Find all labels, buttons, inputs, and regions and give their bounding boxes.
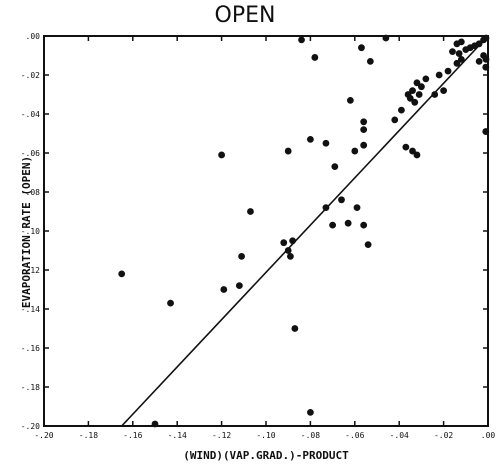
y-tick-label: -.20 xyxy=(21,422,40,431)
x-tick-label: -.20 xyxy=(34,431,53,440)
data-point xyxy=(167,299,174,307)
data-point xyxy=(480,36,487,44)
chart-title: OPEN xyxy=(215,3,276,28)
x-tick-label: -.14 xyxy=(168,431,187,440)
data-point xyxy=(360,126,368,133)
y-tick-label: -.02 xyxy=(21,71,40,80)
data-point xyxy=(444,67,452,75)
data-point xyxy=(360,118,368,126)
data-point xyxy=(453,59,461,67)
data-point xyxy=(402,143,410,151)
data-point xyxy=(360,221,368,229)
x-axis-label: (WIND)(VAP.GRAD.)-PRODUCT xyxy=(183,449,349,462)
data-point xyxy=(289,237,297,245)
x-tick-label: -.10 xyxy=(256,431,275,440)
x-tick-label: -.08 xyxy=(301,431,320,440)
data-point xyxy=(398,106,405,114)
x-tick-label: .00 xyxy=(481,431,496,440)
data-point xyxy=(382,34,390,42)
y-tick-label: .00 xyxy=(26,32,41,41)
y-tick-label: -.12 xyxy=(21,266,40,275)
y-tick-label: -.10 xyxy=(21,227,40,236)
data-point xyxy=(322,139,330,147)
data-point xyxy=(482,63,490,71)
x-tick-label: -.06 xyxy=(345,431,364,440)
data-point xyxy=(406,95,414,102)
data-point xyxy=(247,208,254,215)
data-point xyxy=(413,79,421,87)
x-tick-label: -.02 xyxy=(434,431,453,440)
regression-line xyxy=(121,35,489,427)
data-point xyxy=(415,91,423,98)
data-point xyxy=(118,270,126,278)
data-point xyxy=(151,420,159,428)
data-point xyxy=(360,141,368,149)
data-point xyxy=(391,116,399,124)
data-point xyxy=(482,56,490,63)
data-point xyxy=(449,48,456,55)
data-point xyxy=(409,87,416,94)
data-point xyxy=(411,98,419,106)
data-point xyxy=(307,135,314,143)
data-point xyxy=(298,36,305,44)
data-point xyxy=(220,286,228,293)
data-point xyxy=(366,57,374,65)
data-point xyxy=(329,221,336,229)
y-tick-label: -.08 xyxy=(21,188,40,197)
data-point xyxy=(457,56,465,63)
data-points xyxy=(118,34,490,428)
data-point xyxy=(322,204,330,212)
y-axis: .00 -.02 -.04 -.06 -.08 -.10 -.12 -.14 -.16 -.18 -… xyxy=(21,32,488,431)
data-point xyxy=(287,252,294,260)
data-point xyxy=(453,40,461,48)
data-point xyxy=(344,219,352,227)
data-point xyxy=(280,239,288,247)
data-point xyxy=(422,75,430,83)
y-tick-label: -.06 xyxy=(21,149,40,158)
y-tick-label: -.16 xyxy=(21,344,40,353)
data-point xyxy=(475,57,483,65)
data-point xyxy=(364,241,372,249)
data-point xyxy=(311,54,319,61)
data-point xyxy=(455,50,463,57)
x-tick-label: -.18 xyxy=(79,431,98,440)
data-point xyxy=(284,147,292,155)
data-point xyxy=(358,44,365,52)
data-point xyxy=(462,46,470,54)
data-point xyxy=(440,87,447,94)
data-point xyxy=(284,247,292,254)
data-point xyxy=(338,196,345,204)
data-point xyxy=(413,151,421,159)
data-point xyxy=(431,91,439,98)
y-axis-label: EVAPORATION RATE (OPEN) xyxy=(20,156,33,308)
x-tick-label: -.12 xyxy=(212,431,231,440)
data-point xyxy=(235,282,243,289)
data-point xyxy=(238,252,245,260)
data-point xyxy=(331,163,339,171)
data-point xyxy=(353,204,361,212)
data-point xyxy=(409,147,416,155)
y-tick-label: -.04 xyxy=(21,110,40,119)
data-point xyxy=(435,71,443,79)
x-tick-label: -.04 xyxy=(390,431,409,440)
x-axis: -.20 -.18 -.16 -.14 -.12 -.10 -.08 -.06 -.04 -.02… xyxy=(34,36,495,440)
data-point xyxy=(418,83,425,91)
data-point xyxy=(307,408,314,416)
data-point xyxy=(351,147,359,155)
y-tick-label: -.14 xyxy=(21,305,40,314)
data-point xyxy=(482,128,490,135)
data-point xyxy=(218,151,226,159)
data-point xyxy=(291,325,299,332)
data-point xyxy=(346,96,354,104)
y-tick-label: -.18 xyxy=(21,383,40,392)
x-tick-label: -.16 xyxy=(123,431,142,440)
